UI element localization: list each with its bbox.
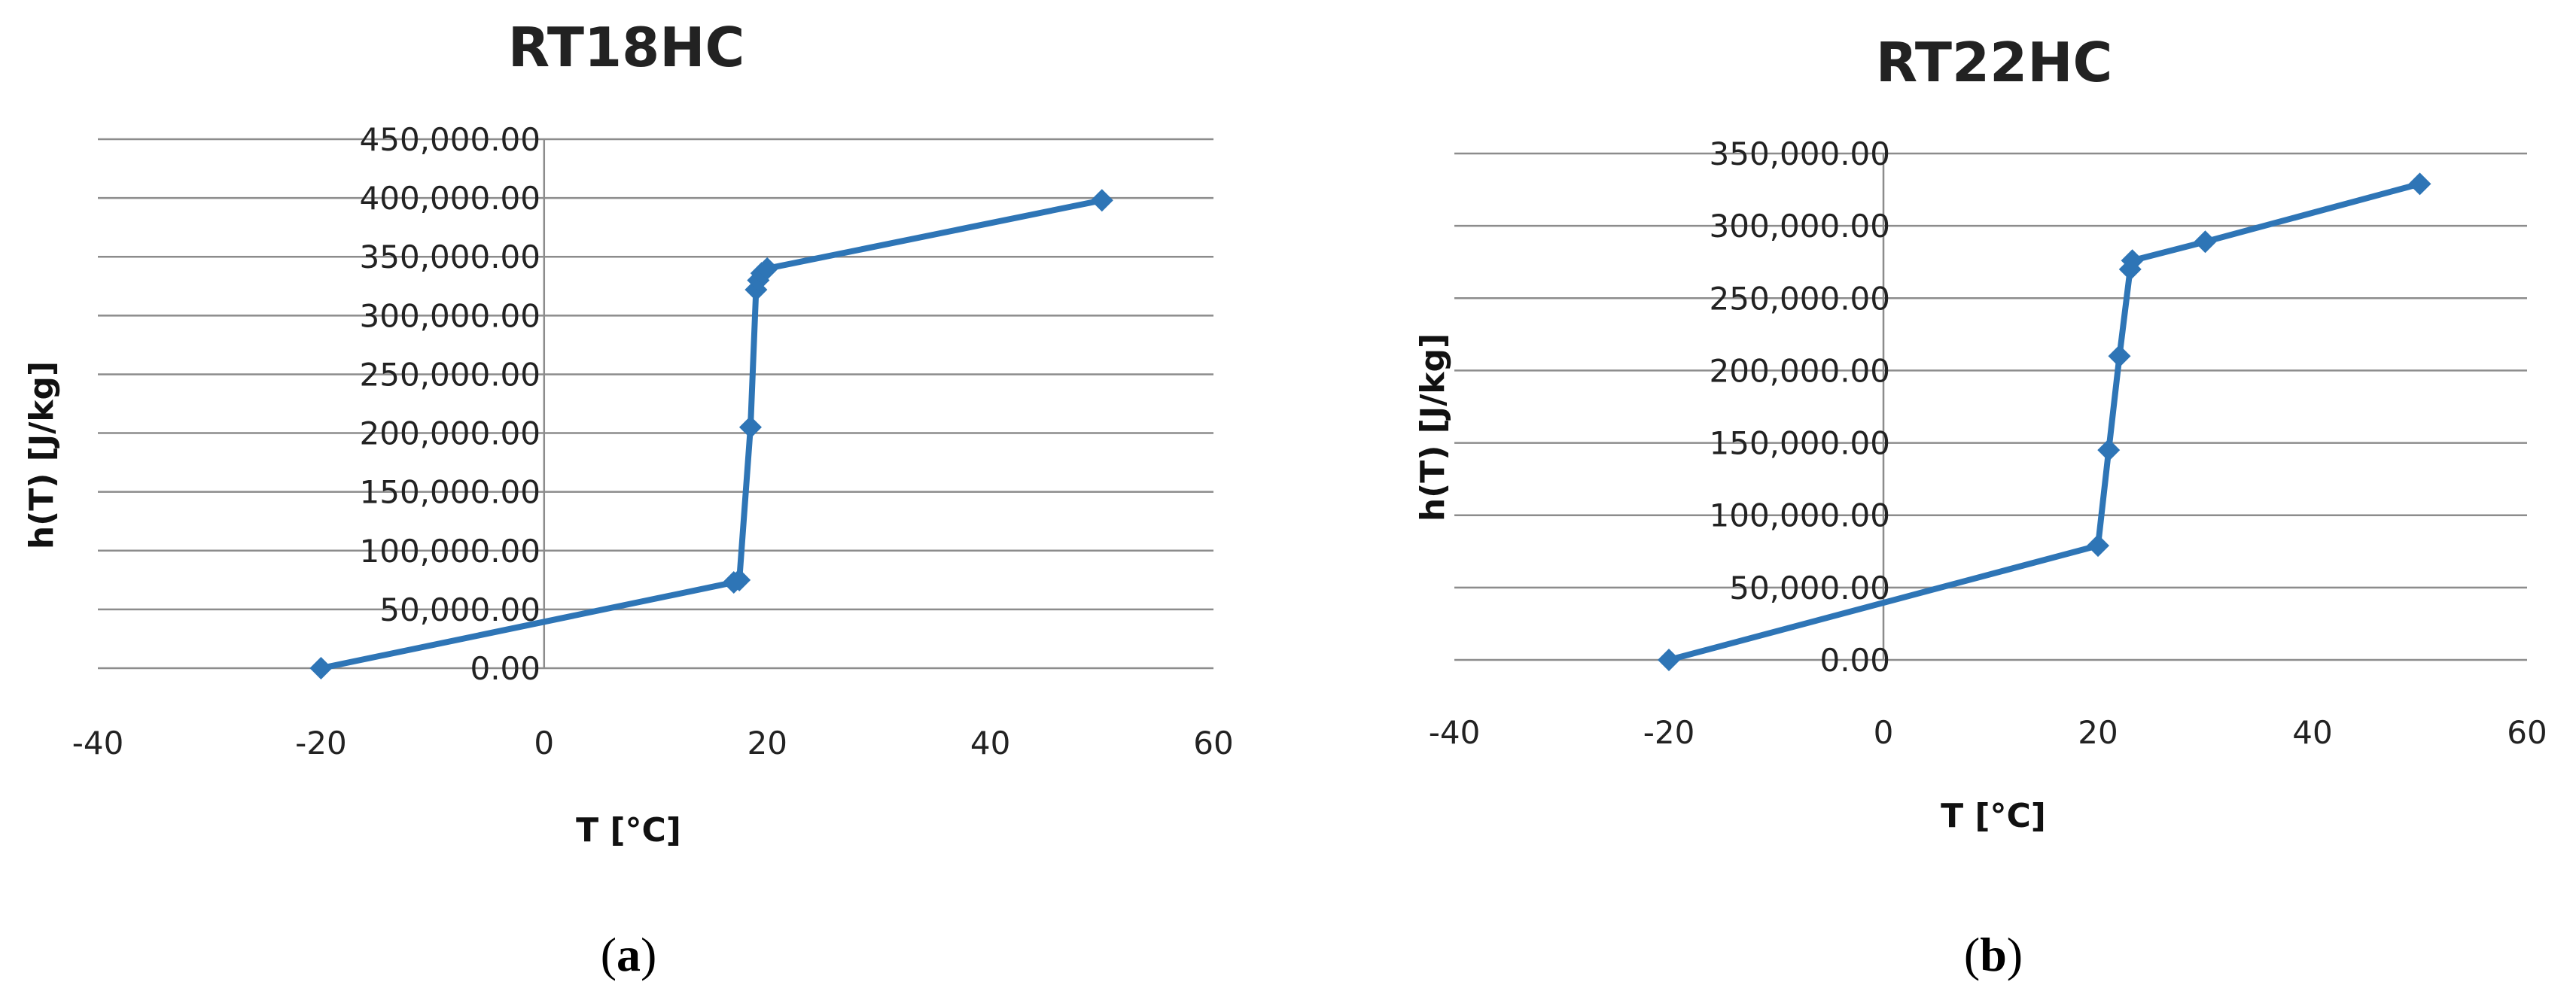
chart-panel-a: RT18HC 0.00 50,000.00 100,000.00 150,000.00… [23,16,1234,981]
data-point [2408,172,2431,196]
y-tick-label: 200,000.00 [1710,352,1890,389]
x-tick-label: -20 [295,725,347,761]
x-tick-labels: -40 -20 0 20 40 60 [1429,714,2547,751]
y-tick-label: 350,000.00 [1710,135,1890,172]
x-tick-label: -40 [72,725,124,761]
x-tick-label: 20 [2078,714,2118,751]
x-tick-label: 0 [1874,714,1894,751]
grid-lines [98,138,1213,670]
data-point [738,415,762,439]
data-point [2097,439,2121,462]
data-point [756,257,779,280]
y-tick-label: 450,000.00 [360,121,540,158]
y-tick-label: 300,000.00 [1710,208,1890,245]
x-tick-label: 60 [1193,725,1233,761]
y-tick-label: 400,000.00 [360,180,540,217]
y-tick-label: 200,000.00 [360,415,540,452]
data-point [2108,345,2131,368]
grid-lines [1454,152,2527,661]
x-tick-label: 20 [747,725,787,761]
y-axis-title: h(T) [J/kg] [23,361,61,549]
y-tick-label: 0.00 [1819,642,1890,679]
data-point [2087,534,2109,558]
data-series [1658,172,2431,671]
x-tick-label: -20 [1643,714,1695,751]
y-axis-title: h(T) [J/kg] [1414,333,1452,521]
y-tick-label: 300,000.00 [360,297,540,334]
panel-label: (a) [601,928,657,981]
y-tick-label: 350,000.00 [360,239,540,275]
x-tick-labels: -40 -20 0 20 40 60 [72,725,1234,761]
data-point [309,657,333,679]
chart-title: RT18HC [508,16,745,79]
data-point [2194,230,2217,254]
data-point [1090,189,1113,212]
data-point [2121,249,2144,272]
y-tick-labels: 0.00 50,000.00 100,000.00 150,000.00 200,000… [1710,135,1890,679]
x-tick-label: 60 [2507,714,2547,751]
data-point [1658,649,1680,671]
y-tick-label: 250,000.00 [360,356,540,393]
chart-panel-b: RT22HC 0.00 50,000.00 100,000.00 150,000.00… [1414,31,2547,981]
y-tick-label: 150,000.00 [1710,425,1890,462]
y-tick-labels: 0.00 50,000.00 100,000.00 150,000.00 200,000… [360,121,540,687]
y-tick-label: 100,000.00 [360,533,540,570]
chart-title: RT22HC [1876,31,2113,94]
x-tick-label: -40 [1429,714,1481,751]
data-series [309,189,1113,679]
y-tick-label: 150,000.00 [360,474,540,511]
y-tick-label: 50,000.00 [379,591,540,628]
x-tick-label: 0 [534,725,554,761]
panel-label: (b) [1964,928,2023,981]
x-tick-label: 40 [2292,714,2332,751]
x-axis-title: T [°C] [576,811,681,850]
y-tick-label: 50,000.00 [1729,570,1890,606]
y-tick-label: 100,000.00 [1710,497,1890,534]
data-point [728,568,751,591]
x-tick-label: 40 [970,725,1010,761]
y-tick-label: 250,000.00 [1710,280,1890,317]
y-tick-label: 0.00 [470,650,540,687]
series-line [1666,181,2423,663]
x-axis-title: T [°C] [1941,797,2046,835]
